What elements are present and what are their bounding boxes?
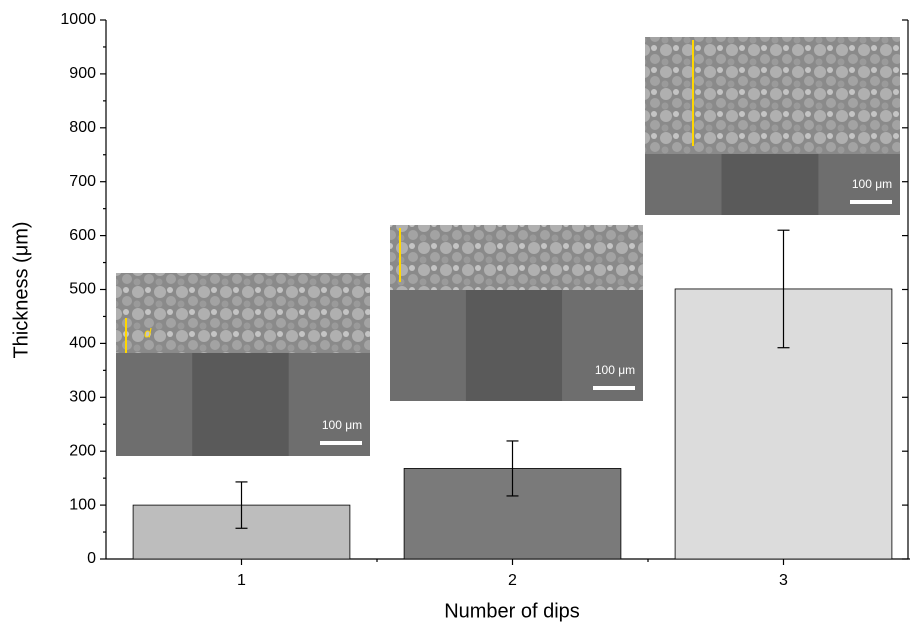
sem-inset: 100 μm	[645, 37, 900, 215]
y-tick-label: 600	[69, 227, 96, 244]
thickness-symbol: d	[144, 325, 152, 340]
scale-bar-label: 100 μm	[595, 363, 635, 377]
scale-bar	[593, 386, 635, 390]
y-tick-label: 300	[69, 389, 96, 406]
sem-inset: 100 μm	[390, 225, 643, 401]
y-tick-label: 0	[87, 550, 96, 567]
x-tick-label: 2	[508, 572, 517, 589]
y-axis-label: Thickness (μm)	[10, 221, 32, 358]
x-tick-label: 3	[779, 572, 788, 589]
scale-bar-label: 100 μm	[322, 418, 362, 432]
sem-coating	[390, 225, 643, 290]
y-tick-label: 1000	[60, 11, 96, 28]
y-tick-label: 700	[69, 173, 96, 190]
sem-pore	[466, 290, 562, 401]
y-tick-label: 500	[69, 281, 96, 298]
y-tick-label: 900	[69, 65, 96, 82]
scale-bar-label: 100 μm	[852, 177, 892, 191]
x-axis-label: Number of dips	[444, 600, 580, 622]
scale-bar	[850, 200, 892, 204]
scale-bar	[320, 441, 362, 445]
sem-pore	[192, 353, 289, 456]
y-tick-label: 200	[69, 442, 96, 459]
y-tick-label: 100	[69, 496, 96, 513]
chart: Number of dips Thickness (μm) 0 100 200 300…	[0, 0, 910, 624]
sem-pore	[722, 154, 819, 215]
sem-inset: 100 μm	[116, 273, 370, 456]
y-tick-label: 400	[69, 335, 96, 352]
x-tick-label: 1	[237, 572, 246, 589]
sem-coating	[645, 37, 900, 154]
sem-coating	[116, 273, 370, 353]
y-tick-label: 800	[69, 119, 96, 136]
